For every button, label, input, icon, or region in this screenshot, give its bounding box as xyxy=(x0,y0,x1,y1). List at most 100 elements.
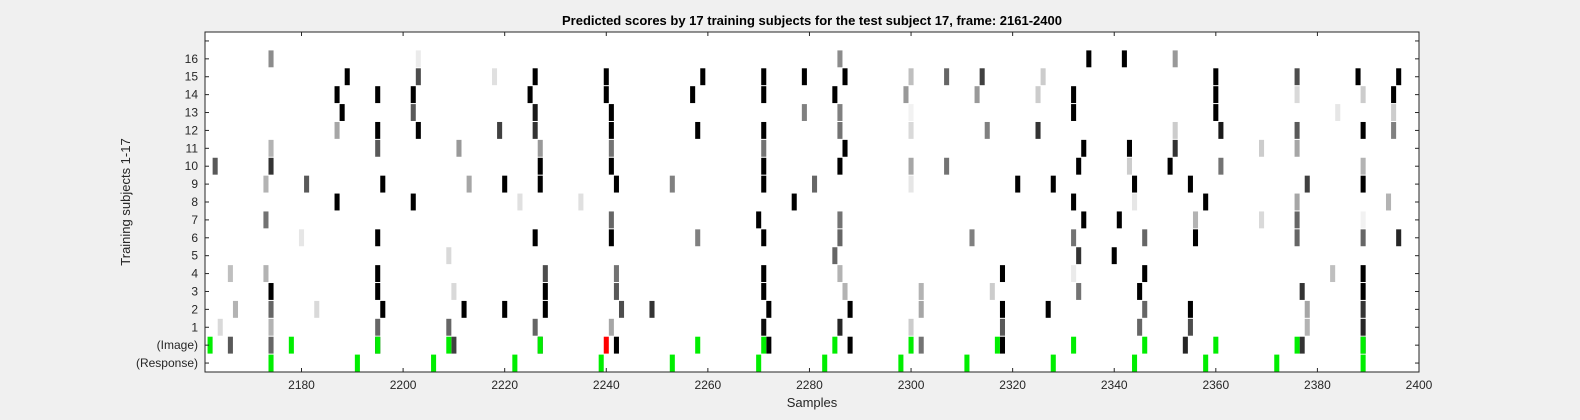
score-cell xyxy=(1045,300,1051,318)
score-cell xyxy=(1396,229,1402,247)
score-cell xyxy=(979,68,985,86)
score-cell xyxy=(847,300,853,318)
x-tick-label: 2300 xyxy=(898,378,925,392)
score-cell xyxy=(451,283,457,300)
score-cell xyxy=(334,86,340,104)
score-cell xyxy=(618,300,625,318)
score-cell xyxy=(415,50,421,68)
score-cell xyxy=(1035,121,1041,139)
plot-area xyxy=(205,32,1419,372)
score-cell xyxy=(497,121,503,139)
score-cell xyxy=(268,300,274,318)
score-cell xyxy=(304,175,310,193)
score-cell xyxy=(1304,300,1310,318)
response-mark xyxy=(431,354,437,372)
score-cell xyxy=(761,175,767,193)
score-cell xyxy=(837,104,843,121)
score-cell xyxy=(761,157,767,175)
score-cell xyxy=(695,121,701,139)
score-cell xyxy=(608,139,614,157)
image-mark xyxy=(761,336,767,354)
score-cell xyxy=(461,300,467,318)
score-cell xyxy=(375,121,381,139)
score-cell xyxy=(537,175,543,193)
score-cell xyxy=(1015,175,1021,193)
score-cell xyxy=(1294,68,1300,86)
score-cell xyxy=(608,157,614,175)
score-cell xyxy=(1299,283,1305,300)
score-cell xyxy=(415,68,421,86)
image-mark xyxy=(1294,336,1300,354)
score-cell xyxy=(410,86,416,104)
score-cell xyxy=(1396,68,1402,86)
score-cell xyxy=(908,175,914,193)
score-cell xyxy=(984,121,990,139)
score-cell xyxy=(578,193,584,211)
score-cell xyxy=(410,193,416,211)
response-mark xyxy=(822,354,828,372)
x-tick-label: 2200 xyxy=(390,378,417,392)
score-cell xyxy=(1081,211,1087,229)
score-cell xyxy=(375,229,381,247)
score-cell xyxy=(1187,318,1193,336)
score-cell xyxy=(761,229,767,247)
score-cell xyxy=(812,175,818,193)
score-cell xyxy=(695,229,701,247)
score-cell xyxy=(375,283,381,300)
score-cell xyxy=(532,318,538,336)
response-mark xyxy=(898,354,904,372)
response-mark xyxy=(598,354,604,372)
score-cell xyxy=(232,300,239,318)
score-cell xyxy=(263,211,269,229)
score-cell xyxy=(1391,86,1397,104)
response-mark xyxy=(354,354,360,372)
score-cell xyxy=(837,265,843,283)
score-cell xyxy=(837,121,843,139)
score-cell xyxy=(918,283,924,300)
score-cell xyxy=(1121,50,1127,68)
score-cell xyxy=(1259,139,1265,157)
x-tick-label: 2240 xyxy=(593,378,620,392)
score-cell xyxy=(613,336,619,354)
score-cell xyxy=(832,86,838,104)
score-cell xyxy=(1299,336,1305,354)
score-cell xyxy=(969,229,975,247)
score-cell xyxy=(263,265,269,283)
score-cell xyxy=(1294,86,1300,104)
x-axis-ticks: 2180 2200 2220 2240 2260 2280 2300 2320 2340 2360… xyxy=(288,32,1433,392)
y-tick-label: (Response) xyxy=(136,356,198,370)
score-cell xyxy=(603,86,609,104)
score-cell xyxy=(1142,300,1148,318)
score-cell xyxy=(1360,265,1366,283)
image-mark xyxy=(1360,336,1366,354)
image-mark xyxy=(375,336,381,354)
x-tick-label: 2220 xyxy=(491,378,518,392)
score-cell xyxy=(1218,121,1224,139)
y-tick-label: 9 xyxy=(191,177,198,191)
y-tick-label: 10 xyxy=(185,159,199,173)
score-cell xyxy=(1071,104,1077,121)
x-tick-label: 2320 xyxy=(999,378,1026,392)
score-cell xyxy=(1218,157,1224,175)
x-tick-label: 2360 xyxy=(1202,378,1229,392)
score-cell xyxy=(908,157,914,175)
score-cell xyxy=(1172,121,1178,139)
score-cell xyxy=(298,229,305,247)
event-marks xyxy=(207,336,1366,372)
score-cell xyxy=(380,300,386,318)
y-tick-label: 3 xyxy=(191,284,198,298)
score-cell xyxy=(1360,283,1366,300)
response-mark xyxy=(268,354,274,372)
response-mark xyxy=(669,354,675,372)
image-mark xyxy=(1213,336,1219,354)
y-tick-label: 15 xyxy=(185,70,199,84)
score-cell xyxy=(918,300,924,318)
score-cell xyxy=(314,300,320,318)
response-mark xyxy=(1274,354,1280,372)
score-cell xyxy=(761,86,767,104)
score-cell xyxy=(613,283,619,300)
score-cell xyxy=(1137,283,1143,300)
score-cell xyxy=(1192,211,1199,229)
score-cell xyxy=(1391,104,1397,121)
image-mark xyxy=(1142,336,1148,354)
